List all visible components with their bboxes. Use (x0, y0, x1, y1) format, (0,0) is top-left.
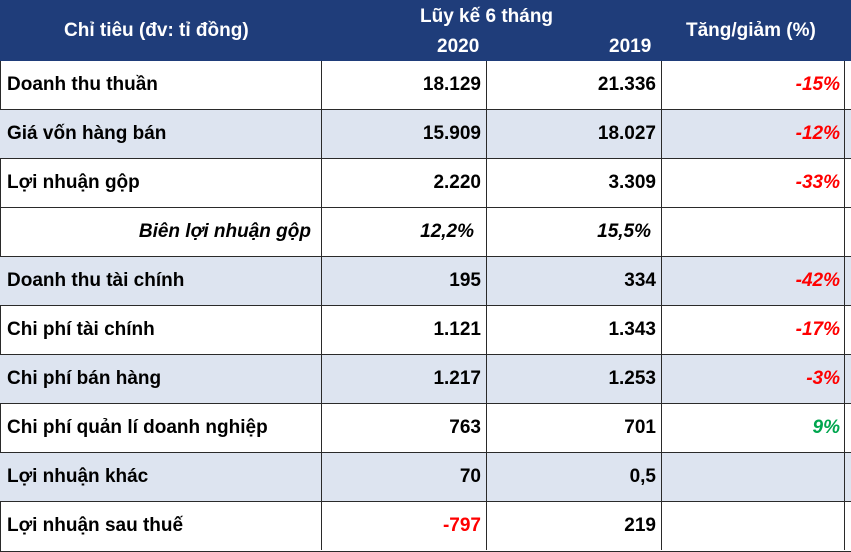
row-label: Doanh thu thuần (0, 61, 322, 109)
row-value-2019: 219 (488, 502, 662, 550)
row-value-2019: 1.253 (488, 355, 662, 403)
row-label: Giá vốn hàng bán (0, 110, 322, 158)
row-value-2020: 195 (323, 257, 487, 305)
header-year-2019: 2019 (609, 36, 652, 57)
row-change: -3% (663, 355, 845, 403)
row-value-2020: 12,2% (323, 208, 487, 256)
row-change: -12% (663, 110, 845, 158)
row-label: Lợi nhuận sau thuế (0, 502, 322, 550)
row-change: -42% (663, 257, 845, 305)
row-label: Lợi nhuận khác (0, 453, 322, 501)
table-header: Chỉ tiêu (đv: tỉ đồng) Lũy kế 6 tháng 20… (0, 0, 851, 61)
row-value-2019: 21.336 (488, 61, 662, 109)
table-row: Lợi nhuận gộp 2.220 3.309 -33% (0, 159, 851, 208)
header-change-percent: Tăng/giảm (%) (686, 20, 816, 41)
row-value-2020: -797 (323, 502, 487, 550)
table-row: Doanh thu thuần 18.129 21.336 -15% (0, 61, 851, 110)
table-row: Chi phí tài chính 1.121 1.343 -17% (0, 306, 851, 355)
header-year-2020: 2020 (437, 36, 480, 57)
row-change: 9% (663, 404, 845, 452)
row-label: Chi phí tài chính (0, 306, 322, 354)
row-label: Doanh thu tài chính (0, 257, 322, 305)
row-value-2019: 0,5 (488, 453, 662, 501)
row-value-2019: 334 (488, 257, 662, 305)
table-row: Doanh thu tài chính 195 334 -42% (0, 257, 851, 306)
row-value-2020: 763 (323, 404, 487, 452)
row-value-2020: 15.909 (323, 110, 487, 158)
row-value-2019: 15,5% (488, 208, 662, 256)
row-value-2019: 3.309 (488, 159, 662, 207)
row-change (663, 502, 845, 550)
row-value-2020: 1.217 (323, 355, 487, 403)
row-label: Lợi nhuận gộp (0, 159, 322, 207)
row-change: -17% (663, 306, 845, 354)
row-value-2020: 18.129 (323, 61, 487, 109)
table-row: Lợi nhuận sau thuế -797 219 (0, 502, 851, 552)
table-row: Lợi nhuận khác 70 0,5 (0, 453, 851, 502)
table-row: Biên lợi nhuận gộp 12,2% 15,5% (0, 208, 851, 257)
row-value-2020: 1.121 (323, 306, 487, 354)
table-row: Chi phí bán hàng 1.217 1.253 -3% (0, 355, 851, 404)
row-value-2019: 1.343 (488, 306, 662, 354)
row-label: Biên lợi nhuận gộp (0, 208, 322, 256)
row-value-2019: 701 (488, 404, 662, 452)
row-value-2019: 18.027 (488, 110, 662, 158)
row-change (663, 453, 845, 501)
row-label: Chi phí quản lí doanh nghiệp (0, 404, 322, 452)
row-label: Chi phí bán hàng (0, 355, 322, 403)
row-value-2020: 70 (323, 453, 487, 501)
header-cumulative-6-months: Lũy kế 6 tháng (420, 6, 554, 27)
header-indicator: Chỉ tiêu (đv: tỉ đồng) (64, 20, 249, 41)
table-row: Chi phí quản lí doanh nghiệp 763 701 9% (0, 404, 851, 453)
row-change (663, 208, 845, 256)
table-left-border (0, 61, 1, 552)
table-row: Giá vốn hàng bán 15.909 18.027 -12% (0, 110, 851, 159)
row-change: -33% (663, 159, 845, 207)
row-value-2020: 2.220 (323, 159, 487, 207)
row-change: -15% (663, 61, 845, 109)
